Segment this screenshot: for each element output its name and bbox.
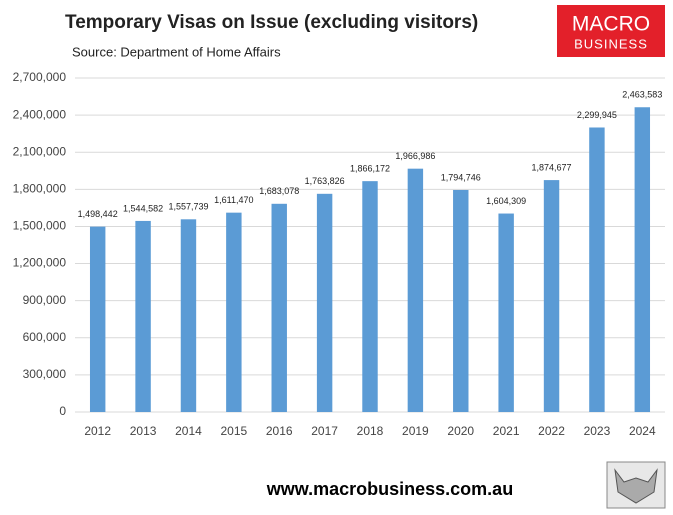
y-tick-label: 1,500,000	[13, 219, 67, 233]
y-tick-label: 2,100,000	[13, 144, 67, 158]
bar	[271, 203, 287, 412]
x-tick-label: 2017	[311, 424, 338, 438]
y-tick-label: 2,400,000	[13, 107, 67, 121]
logo-box	[557, 5, 665, 57]
value-label: 1,544,582	[123, 203, 163, 213]
x-tick-label: 2024	[629, 424, 656, 438]
x-tick-label: 2018	[357, 424, 384, 438]
bar	[135, 220, 151, 412]
logo-line1: MACRO	[572, 13, 650, 36]
value-label: 1,611,470	[214, 195, 253, 205]
bar	[453, 189, 469, 412]
bar	[180, 219, 197, 412]
value-label: 1,604,309	[486, 196, 526, 206]
value-label: 2,299,945	[577, 110, 617, 120]
x-tick-label: 2019	[402, 424, 429, 438]
bar	[498, 213, 514, 412]
fox-face	[614, 468, 658, 504]
y-tick-label: 1,800,000	[13, 182, 67, 196]
value-label: 1,683,078	[259, 186, 299, 196]
value-label: 1,866,172	[350, 164, 390, 174]
x-tick-label: 2021	[493, 424, 520, 438]
logo-line2: BUSINESS	[574, 36, 648, 51]
y-tick-label: 0	[59, 404, 66, 418]
bar	[543, 180, 560, 412]
footer-url: www.macrobusiness.com.au	[266, 479, 513, 499]
bar	[589, 127, 605, 413]
x-tick-label: 2023	[584, 424, 611, 438]
value-label: 1,966,986	[395, 151, 435, 161]
x-tick-label: 2016	[266, 424, 293, 438]
y-tick-label: 600,000	[23, 330, 67, 344]
x-tick-label: 2013	[130, 424, 157, 438]
bar	[226, 212, 242, 412]
value-label: 1,763,826	[305, 176, 345, 186]
y-tick-label: 900,000	[23, 293, 67, 307]
x-tick-label: 2022	[538, 424, 565, 438]
y-tick-label: 300,000	[23, 367, 67, 381]
bar	[634, 107, 651, 412]
value-label: 1,874,677	[532, 162, 572, 172]
bar	[89, 226, 106, 412]
x-tick-label: 2012	[84, 424, 111, 438]
chart-title: Temporary Visas on Issue (excluding visi…	[65, 12, 478, 33]
x-tick-label: 2014	[175, 424, 202, 438]
value-label: 1,498,442	[78, 209, 118, 219]
chart-subtitle: Source: Department of Home Affairs	[72, 44, 281, 59]
value-label: 2,463,583	[622, 90, 662, 100]
y-tick-label: 1,200,000	[13, 256, 67, 270]
value-label: 1,557,739	[168, 202, 208, 212]
x-tick-label: 2015	[220, 424, 247, 438]
y-tick-label: 2,700,000	[13, 70, 67, 84]
bar	[316, 193, 333, 412]
bar	[407, 168, 424, 412]
value-label: 1,794,746	[441, 172, 481, 182]
bar	[362, 181, 378, 412]
x-tick-label: 2020	[447, 424, 474, 438]
